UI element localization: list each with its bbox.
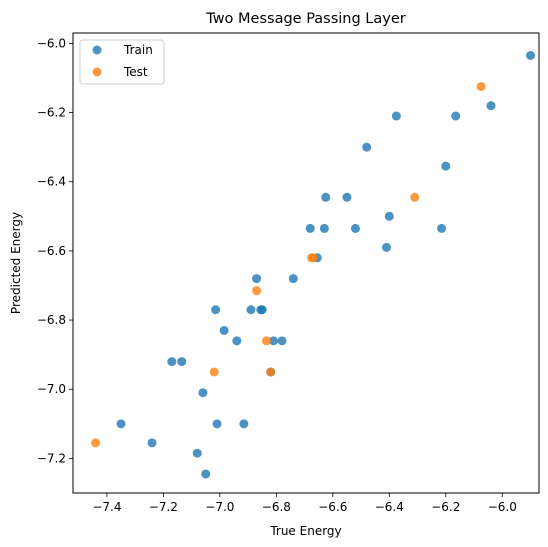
data-point-train [269, 336, 279, 346]
data-point-test [91, 438, 101, 448]
y-tick-label: −6.8 [37, 313, 66, 327]
data-point-train [288, 274, 298, 284]
data-point-train [384, 211, 394, 221]
y-tick-label: −7.2 [37, 451, 66, 465]
y-tick-label: −6.2 [37, 106, 66, 120]
data-point-train [147, 438, 157, 448]
legend-marker-test [92, 67, 102, 77]
data-point-train [232, 336, 242, 346]
y-tick-label: −7.0 [37, 382, 66, 396]
data-point-train [451, 111, 461, 121]
data-point-train [441, 161, 451, 171]
y-tick-label: −6.0 [37, 36, 66, 50]
x-tick-label: −6.4 [375, 500, 404, 514]
data-point-train [177, 357, 187, 367]
y-tick-label: −6.6 [37, 244, 66, 258]
x-tick-label: −6.6 [318, 500, 347, 514]
legend-label-train: Train [123, 43, 153, 57]
y-axis-label: Predicted Energy [9, 212, 23, 314]
data-point-test [410, 192, 420, 202]
x-axis-ticks: −7.4 −7.2 −7.0 −6.8 −6.6 −6.4 −6.2 −6.0 [92, 493, 517, 514]
data-point-test [252, 286, 262, 296]
plot-frame [72, 32, 540, 494]
data-point-train [212, 419, 222, 429]
chart-title: Two Message Passing Layer [205, 11, 406, 27]
data-point-train [257, 305, 267, 315]
data-point-test [261, 336, 271, 346]
legend: Train Test [79, 39, 165, 85]
data-point-train [391, 111, 401, 121]
y-axis-ticks: −7.2 −7.0 −6.8 −6.6 −6.4 −6.2 −6.0 [37, 36, 73, 465]
data-point-train [321, 192, 331, 202]
data-point-train [198, 388, 208, 398]
data-point-train [305, 223, 315, 233]
data-point-train [362, 142, 372, 152]
data-point-train [277, 336, 287, 346]
data-point-train [252, 274, 262, 284]
data-point-train [192, 448, 202, 458]
data-point-train [486, 101, 496, 111]
data-point-test [266, 367, 276, 377]
legend-marker-train [92, 45, 102, 55]
x-tick-label: −7.4 [92, 500, 121, 514]
y-tick-label: −6.4 [37, 175, 66, 189]
plot-area: −7.4 −7.2 −7.0 −6.8 −6.6 −6.4 −6.2 −6.0 −7.2−7.… [37, 32, 540, 514]
data-point-train [167, 357, 177, 367]
x-tick-label: −7.2 [149, 500, 178, 514]
series-test [91, 82, 486, 448]
data-point-train [437, 223, 447, 233]
data-point-train [211, 305, 221, 315]
data-point-train [526, 50, 536, 60]
legend-label-test: Test [123, 65, 148, 79]
x-tick-label: −6.0 [488, 500, 517, 514]
data-point-test [308, 253, 318, 263]
x-axis-label: True Energy [269, 524, 341, 538]
data-point-train [239, 419, 249, 429]
data-point-train [381, 242, 391, 252]
x-tick-label: −7.0 [205, 500, 234, 514]
data-point-train [246, 305, 256, 315]
data-point-train [201, 469, 211, 479]
x-tick-label: −6.8 [262, 500, 291, 514]
data-point-test [209, 367, 219, 377]
data-point-train [219, 325, 229, 335]
data-point-train [350, 223, 360, 233]
data-point-test [476, 82, 486, 92]
data-point-train [319, 223, 329, 233]
data-point-train [116, 419, 126, 429]
series-train [116, 50, 536, 479]
data-point-train [342, 192, 352, 202]
x-tick-label: −6.2 [431, 500, 460, 514]
data-points [91, 50, 536, 479]
